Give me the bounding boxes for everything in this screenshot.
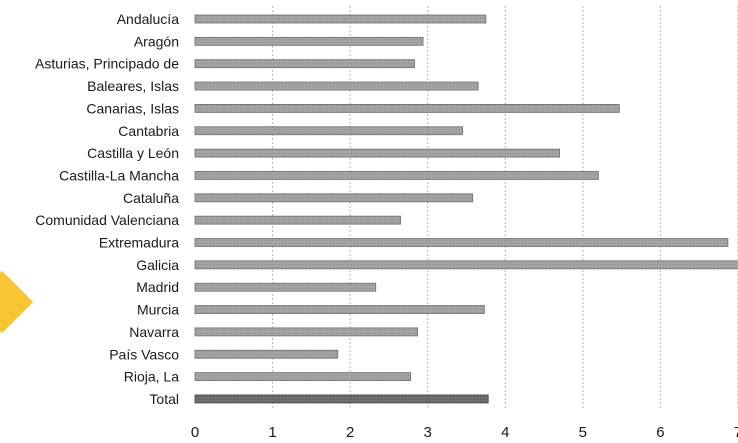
bar-Murcia xyxy=(194,305,485,314)
bar-Comunidad Valenciana xyxy=(194,215,401,225)
bar-Total xyxy=(194,394,489,404)
x-tick-label: 7 xyxy=(734,424,738,438)
x-tick-label: 4 xyxy=(501,424,509,438)
x-tick-label: 2 xyxy=(346,424,354,438)
category-label: Madrid xyxy=(136,279,179,295)
x-tick-label: 0 xyxy=(191,424,199,438)
bar-Andalucía xyxy=(194,14,487,24)
category-label: Castilla y León xyxy=(87,145,179,161)
category-label: Baleares, Islas xyxy=(87,78,179,94)
x-tick-label: 1 xyxy=(268,424,276,438)
category-label: Comunidad Valenciana xyxy=(35,212,179,228)
bar-Asturias, Principado de xyxy=(194,59,415,69)
category-label: Cataluña xyxy=(123,190,179,206)
bar-Aragón xyxy=(194,36,424,46)
bar-Castilla-La Mancha xyxy=(194,171,599,180)
bar-Baleares, Islas xyxy=(194,81,479,91)
bar-Castilla y León xyxy=(194,148,560,158)
bar-Navarra xyxy=(194,327,419,337)
x-axis-ticks: 0 1 2 3 4 5 6 7 xyxy=(191,424,738,441)
category-label: Cantabria xyxy=(118,123,179,139)
category-label: Total xyxy=(149,391,179,407)
category-labels: Andalucía Aragón Asturias, Principado de Ba… xyxy=(35,11,179,407)
grid-lines xyxy=(271,6,738,410)
bar-Canarias, Islas xyxy=(194,104,620,113)
bar-Rioja, La xyxy=(194,372,412,382)
category-label: Andalucía xyxy=(117,11,179,27)
x-tick-label: 6 xyxy=(656,424,664,438)
category-label: Asturias, Principado de xyxy=(35,56,179,72)
bar-Madrid xyxy=(194,282,377,292)
bar-Cataluña xyxy=(194,193,474,203)
bar-Galicia xyxy=(194,260,738,270)
category-label: Aragón xyxy=(134,33,179,49)
category-label: Canarias, Islas xyxy=(86,100,179,116)
bar-Cantabria xyxy=(194,126,464,136)
x-tick-label: 3 xyxy=(424,424,432,438)
bar-País Vasco xyxy=(194,349,339,359)
category-label: Extremadura xyxy=(99,235,179,251)
bar-Extremadura xyxy=(194,238,729,247)
category-label: Rioja, La xyxy=(124,369,179,385)
category-label: Galicia xyxy=(136,257,179,273)
category-label: Murcia xyxy=(137,302,179,318)
category-label: País Vasco xyxy=(109,346,179,362)
x-tick-label: 5 xyxy=(579,424,587,438)
bars xyxy=(194,14,738,404)
category-label: Navarra xyxy=(129,324,179,340)
category-label: Castilla-La Mancha xyxy=(59,167,179,183)
